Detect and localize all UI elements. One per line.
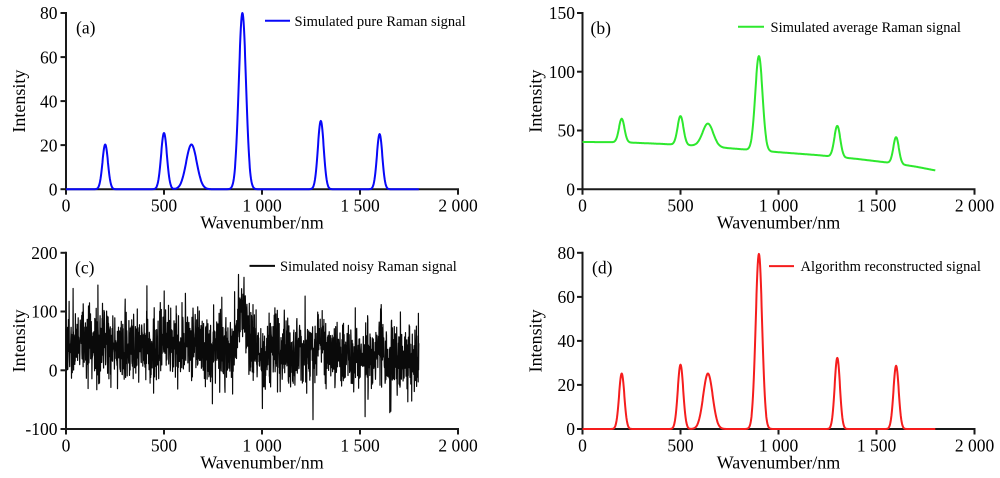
svg-text:Wavenumber/nm: Wavenumber/nm: [717, 453, 841, 473]
svg-text:(d): (d): [592, 257, 613, 277]
svg-text:60: 60: [40, 47, 58, 67]
svg-text:Wavenumber/nm: Wavenumber/nm: [200, 453, 324, 473]
svg-text:Intensity: Intensity: [9, 309, 29, 372]
svg-text:80: 80: [40, 3, 58, 23]
svg-text:1 500: 1 500: [340, 196, 380, 216]
svg-text:0: 0: [578, 436, 587, 456]
svg-text:200: 200: [31, 243, 58, 263]
svg-text:500: 500: [151, 436, 178, 456]
svg-text:Intensity: Intensity: [526, 309, 546, 372]
svg-text:Algorithm reconstructed signal: Algorithm reconstructed signal: [801, 259, 981, 275]
svg-text:(a): (a): [76, 18, 96, 38]
svg-text:(c): (c): [75, 257, 95, 277]
svg-text:0: 0: [62, 436, 71, 456]
svg-text:1 000: 1 000: [759, 436, 799, 456]
svg-text:2 000: 2 000: [955, 196, 995, 216]
svg-text:100: 100: [31, 302, 58, 322]
svg-text:Simulated pure Raman signal: Simulated pure Raman signal: [295, 14, 466, 30]
svg-text:80: 80: [558, 243, 576, 263]
svg-text:0: 0: [566, 419, 575, 439]
svg-text:1 500: 1 500: [857, 436, 897, 456]
svg-text:40: 40: [40, 91, 58, 111]
svg-text:1 000: 1 000: [242, 196, 282, 216]
svg-text:2 000: 2 000: [438, 196, 478, 216]
svg-text:2 000: 2 000: [438, 436, 478, 456]
svg-text:Intensity: Intensity: [9, 70, 29, 133]
svg-text:0: 0: [49, 179, 58, 199]
svg-text:40: 40: [558, 331, 576, 351]
svg-text:1 500: 1 500: [857, 196, 897, 216]
svg-text:2 000: 2 000: [955, 436, 995, 456]
svg-text:Simulated noisy Raman signal: Simulated noisy Raman signal: [280, 259, 457, 275]
svg-text:20: 20: [40, 135, 58, 155]
svg-text:Wavenumber/nm: Wavenumber/nm: [200, 213, 324, 233]
svg-text:1 500: 1 500: [340, 436, 380, 456]
svg-text:20: 20: [558, 375, 576, 395]
svg-text:Wavenumber/nm: Wavenumber/nm: [717, 213, 841, 233]
svg-text:100: 100: [549, 62, 576, 82]
svg-text:0: 0: [49, 361, 58, 381]
svg-text:50: 50: [558, 121, 576, 141]
svg-text:0: 0: [62, 196, 71, 216]
svg-text:1 000: 1 000: [759, 196, 799, 216]
svg-text:Intensity: Intensity: [526, 70, 546, 133]
svg-text:Simulated average Raman signal: Simulated average Raman signal: [771, 20, 961, 36]
svg-text:0: 0: [578, 196, 587, 216]
svg-text:500: 500: [667, 436, 694, 456]
svg-text:500: 500: [667, 196, 694, 216]
svg-text:0: 0: [566, 179, 575, 199]
svg-text:150: 150: [549, 3, 576, 23]
svg-text:-100: -100: [25, 419, 57, 439]
svg-text:(b): (b): [591, 18, 612, 38]
svg-text:60: 60: [558, 287, 576, 307]
svg-text:1 000: 1 000: [242, 436, 282, 456]
svg-text:500: 500: [151, 196, 178, 216]
